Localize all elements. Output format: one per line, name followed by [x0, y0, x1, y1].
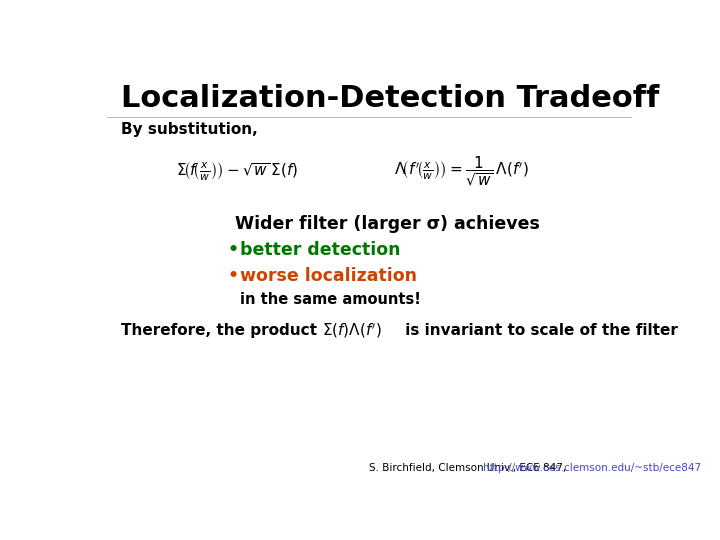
- Text: Therefore, the product: Therefore, the product: [121, 323, 317, 339]
- Text: $\Sigma\!\left(f\!\left(\frac{x}{w}\right)\right) - \sqrt{w}\,\Sigma(f)$: $\Sigma\!\left(f\!\left(\frac{x}{w}\righ…: [176, 160, 299, 182]
- Text: $\Sigma(f)\Lambda(f^\prime)$: $\Sigma(f)\Lambda(f^\prime)$: [322, 322, 382, 340]
- Text: $\Lambda\!\left(f^\prime\!\left(\frac{x}{w}\right)\right) = \dfrac{1}{\sqrt{w}}\: $\Lambda\!\left(f^\prime\!\left(\frac{x}…: [394, 154, 528, 188]
- Text: By substitution,: By substitution,: [121, 122, 258, 137]
- Text: S. Birchfield, Clemson Univ., ECE 847,: S. Birchfield, Clemson Univ., ECE 847,: [369, 463, 570, 473]
- Text: http://www.ces.clemson.edu/~stb/ece847: http://www.ces.clemson.edu/~stb/ece847: [483, 463, 701, 473]
- Text: worse localization: worse localization: [240, 267, 417, 285]
- Text: better detection: better detection: [240, 241, 400, 259]
- Text: •: •: [228, 241, 238, 259]
- Text: Localization-Detection Tradeoff: Localization-Detection Tradeoff: [121, 84, 659, 112]
- Text: in the same amounts!: in the same amounts!: [240, 292, 420, 307]
- Text: •: •: [228, 267, 238, 285]
- Text: Wider filter (larger σ) achieves: Wider filter (larger σ) achieves: [235, 214, 540, 233]
- Text: is invariant to scale of the filter: is invariant to scale of the filter: [400, 323, 678, 339]
